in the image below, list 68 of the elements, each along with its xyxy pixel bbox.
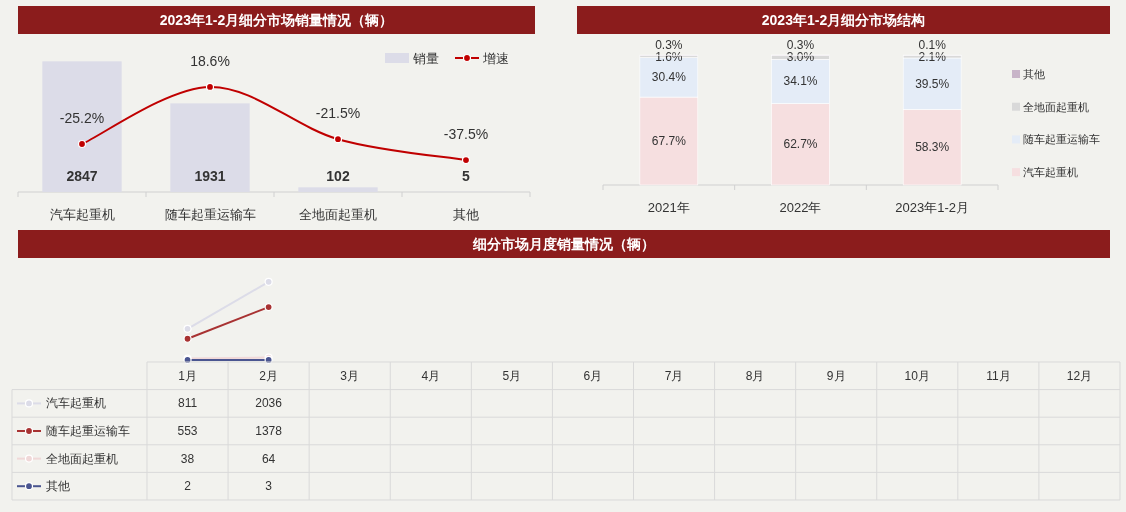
legend-label: 其他 bbox=[46, 479, 70, 494]
data-label: 1.6% bbox=[655, 49, 683, 64]
chart-title: 2023年1-2月细分市场销量情况（辆） bbox=[159, 12, 394, 28]
data-label: 3.0% bbox=[786, 50, 815, 65]
x-tick-label: 全地面起重机 bbox=[299, 206, 377, 222]
point bbox=[205, 82, 215, 92]
data-label: 553 bbox=[177, 424, 198, 438]
data-label: 811 bbox=[177, 396, 198, 411]
legend-label: 增速 bbox=[482, 50, 509, 66]
legend-label: 汽车起重机 bbox=[1023, 166, 1078, 179]
legend-label: 汽车起重机 bbox=[46, 396, 106, 411]
data-label: -37.5% bbox=[443, 126, 489, 143]
data-label: 2 bbox=[184, 479, 192, 494]
x-tick-label: 5月 bbox=[502, 368, 522, 383]
text: 随车起重运输车 bbox=[1023, 133, 1100, 146]
data-label: 102 bbox=[326, 168, 350, 184]
x-tick-label: 10月 bbox=[904, 368, 930, 383]
legend-label: 其他 bbox=[1023, 68, 1045, 80]
x-tick-label: 2022年 bbox=[779, 199, 822, 215]
x-tick-label: 其他 bbox=[453, 206, 479, 222]
data-label: 34.1% bbox=[783, 74, 818, 89]
data-label: 62.7% bbox=[783, 137, 818, 152]
x-tick-label: 6月 bbox=[583, 368, 603, 383]
chart-title: 细分市场月度销量情况（辆） bbox=[472, 236, 655, 252]
data-label: 38 bbox=[180, 451, 195, 466]
point bbox=[183, 324, 192, 333]
point bbox=[461, 155, 471, 165]
x-tick-label: 4月 bbox=[421, 368, 441, 383]
data-label: 5 bbox=[462, 168, 471, 184]
legend-label: 销量 bbox=[412, 50, 439, 66]
x-tick-label: 2月 bbox=[259, 368, 278, 383]
point bbox=[264, 302, 273, 312]
data-label: 0.1% bbox=[918, 37, 947, 52]
data-label: 30.4% bbox=[651, 70, 687, 85]
x-tick-label: 2023年1-2月 bbox=[895, 199, 970, 215]
legend-label: 随车起重运输车 bbox=[46, 424, 130, 438]
legend-label: 全地面起重机 bbox=[1023, 100, 1089, 113]
data-label: 2036 bbox=[255, 396, 283, 411]
data-label: 2.1% bbox=[918, 49, 947, 64]
legend-label: 全地面起重机 bbox=[46, 451, 118, 466]
x-tick-label: 2021年 bbox=[647, 199, 690, 215]
data-label: 64 bbox=[261, 451, 276, 466]
point bbox=[77, 139, 87, 149]
x-tick-label: 3月 bbox=[340, 368, 360, 383]
data-label: 1931 bbox=[194, 168, 226, 184]
data-label: 0.3% bbox=[786, 38, 815, 53]
data-label: 67.7% bbox=[651, 134, 687, 149]
data-label: 2847 bbox=[66, 168, 98, 184]
data-label: 39.5% bbox=[915, 76, 950, 91]
point bbox=[264, 277, 273, 286]
data-label: 18.6% bbox=[190, 52, 230, 69]
data-label: 3 bbox=[265, 479, 273, 494]
x-tick-label: 11月 bbox=[986, 368, 1011, 383]
point bbox=[183, 334, 192, 343]
data-label: -25.2% bbox=[59, 110, 105, 127]
data-label: 1378 bbox=[255, 424, 283, 438]
point bbox=[333, 135, 343, 144]
data-label: 58.3% bbox=[915, 140, 950, 155]
x-tick-label: 1月 bbox=[178, 368, 197, 383]
data-label: -21.5% bbox=[315, 105, 361, 122]
chart-title: 2023年1-2月细分市场结构 bbox=[761, 12, 926, 28]
x-tick-label: 随车起重运输车 bbox=[164, 206, 256, 222]
x-tick-label: 9月 bbox=[826, 368, 846, 383]
x-tick-label: 汽车起重机 bbox=[49, 206, 115, 222]
x-tick-label: 8月 bbox=[745, 368, 765, 383]
x-tick-label: 12月 bbox=[1066, 368, 1093, 383]
data-label: 0.3% bbox=[655, 37, 683, 52]
x-tick-label: 7月 bbox=[664, 368, 684, 383]
